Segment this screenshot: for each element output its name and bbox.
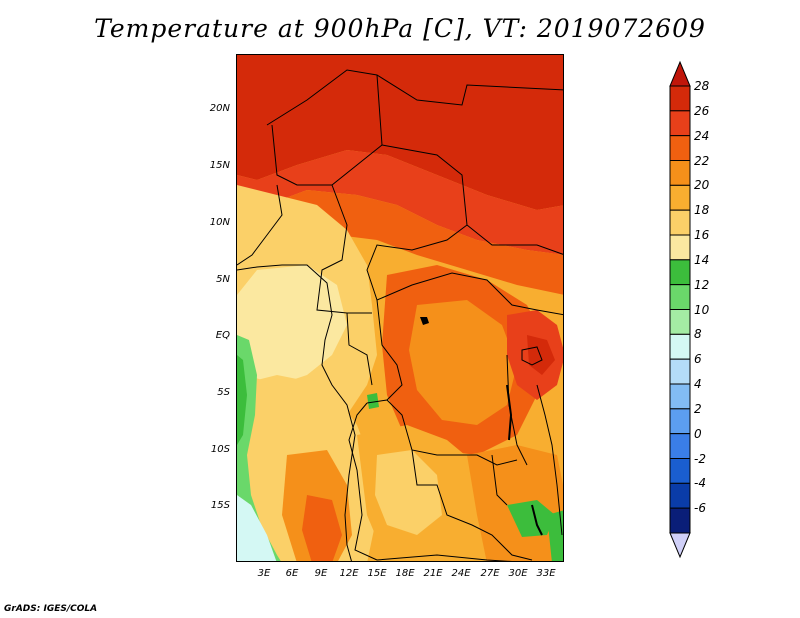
colorbar-bottom-triangle [669, 532, 691, 559]
colorbar-label: 2 [694, 401, 702, 416]
chart-title: Temperature at 900hPa [C], VT: 201907260… [94, 14, 706, 43]
lake-tanganyika [506, 384, 513, 441]
colorbar-box [669, 383, 691, 410]
lat-label-10n: 10N [209, 217, 230, 228]
lat-label-15n: 15N [209, 160, 230, 171]
field-malawi-green [507, 500, 555, 537]
field-angola-hot [302, 495, 342, 561]
field-lakes-hottest [527, 335, 555, 375]
colorbar-label: -6 [694, 501, 706, 516]
colorbar-box [669, 458, 691, 484]
colorbar-label: 26 [694, 103, 710, 118]
lon-label-3e: 3E [257, 568, 271, 579]
colorbar-label: -2 [694, 451, 706, 466]
field-east-green [547, 510, 563, 561]
grads-credit: GrADS: IGES/COLA [4, 604, 98, 614]
lat-label-eq: EQ [215, 330, 230, 341]
colorbar-label: 14 [694, 252, 710, 267]
colorbar-box [669, 507, 691, 534]
lat-label-5n: 5N [216, 274, 230, 285]
colorbar-label: 28 [694, 79, 710, 93]
lat-label-20n: 20N [209, 103, 230, 114]
colorbar-box [669, 110, 691, 137]
lon-label-21e: 21E [423, 568, 443, 579]
colorbar-label: 24 [694, 128, 710, 143]
colorbar-label: 4 [694, 377, 702, 391]
colorbar [669, 60, 691, 559]
map-canvas [237, 55, 563, 561]
colorbar-box [669, 333, 691, 360]
colorbar-box [669, 135, 691, 161]
colorbar-box [669, 482, 691, 509]
coastline [237, 264, 356, 561]
lon-label-9e: 9E [314, 568, 328, 579]
lon-label-12e: 12E [339, 568, 359, 579]
lon-label-6e: 6E [285, 568, 299, 579]
colorbar-label: 10 [694, 302, 710, 317]
colorbar-label: 20 [694, 178, 710, 193]
colorbar-box [669, 433, 691, 459]
lon-label-18e: 18E [395, 568, 415, 579]
colorbar-box [669, 284, 691, 311]
colorbar-box [669, 309, 691, 335]
colorbar-label: 0 [694, 426, 702, 441]
lake-spot [420, 317, 429, 325]
colorbar-top-triangle [669, 60, 691, 87]
lon-label-24e: 24E [451, 568, 471, 579]
field-sahel-warm [237, 150, 563, 255]
colorbar-boxes [669, 85, 691, 534]
colorbar-box [669, 85, 691, 112]
colorbar-box [669, 234, 691, 261]
lat-label-10s: 10S [210, 444, 230, 455]
field-coast-darkgreen [237, 355, 247, 445]
lon-label-30e: 30E [508, 568, 528, 579]
colorbar-label: 8 [694, 327, 702, 342]
field-congo-inner [409, 300, 517, 425]
colorbar-label: 12 [694, 277, 710, 292]
colorbar-box [669, 358, 691, 385]
lon-label-27e: 27E [480, 568, 500, 579]
country-borders [237, 69, 563, 561]
colorbar-label: -4 [694, 476, 706, 491]
field-sahara-hot [237, 55, 563, 210]
colorbar-label: 22 [694, 153, 710, 168]
colorbar-box [669, 259, 691, 286]
colorbar-box [669, 209, 691, 236]
lat-label-15s: 15S [210, 500, 230, 511]
colorbar-label: 18 [694, 203, 710, 218]
field-pale-coast [237, 265, 347, 385]
colorbar-box [669, 408, 691, 435]
lon-label-15e: 15E [367, 568, 387, 579]
colorbar-label: 6 [694, 352, 702, 367]
field-ocean-cool [237, 495, 277, 561]
temperature-map [236, 54, 564, 562]
lon-label-33e: 33E [536, 568, 556, 579]
field-zambia-inner [375, 450, 442, 535]
lake-victoria [521, 346, 543, 366]
colorbar-box [669, 160, 691, 186]
field-spot-green [367, 393, 379, 409]
colorbar-box [669, 184, 691, 211]
colorbar-label: 16 [694, 228, 710, 242]
lat-label-5s: 5S [217, 387, 230, 398]
lake-malawi [531, 504, 543, 536]
